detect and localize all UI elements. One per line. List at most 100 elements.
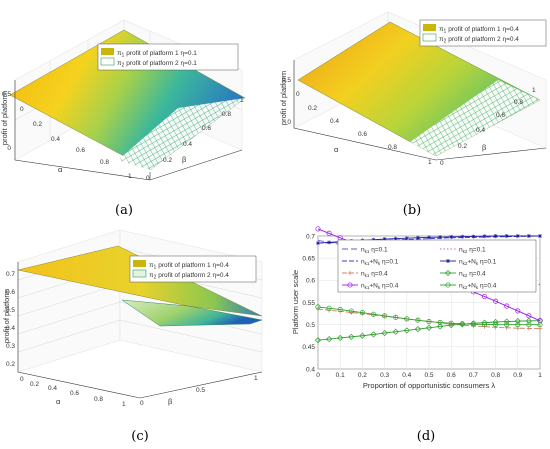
series-d-7 <box>315 304 543 328</box>
xtick-d-6: 0.6 <box>447 372 456 379</box>
atick-b-1: 0.2 <box>308 105 317 112</box>
btick-c-0: 0 <box>140 400 144 407</box>
series-point-d-5-9 <box>414 326 421 333</box>
series-point-d-7-0 <box>315 304 321 310</box>
series-point-d-4-16 <box>493 325 498 330</box>
btick-b-5: 1 <box>532 87 536 94</box>
ztick-c-4: 0.6 <box>6 289 15 296</box>
series-point-d-7-14 <box>470 321 476 327</box>
series-point-d-3-18 <box>515 234 520 238</box>
series-point-d-5-7 <box>392 328 399 335</box>
panel-d: 0 0.1 0.2 0.3 0.4 0.5 0.6 0.7 0.8 0.9 1 0.4 0.45 0.5… <box>291 226 544 444</box>
legend-label-d-2: nk1+Nk η=0.1 <box>361 258 399 266</box>
ylabel-b: β <box>482 143 487 152</box>
series-point-d-7-8 <box>404 316 410 322</box>
btick-c-1: 0.5 <box>196 387 205 394</box>
series-point-d-6-19 <box>526 313 532 319</box>
btick-b-1: 0.2 <box>458 143 467 150</box>
legend-marker-d-6 <box>347 282 353 288</box>
btick-c-2: 1 <box>254 375 258 382</box>
btick-b-0: 0 <box>440 160 444 167</box>
atick-b-5: 1 <box>428 159 432 166</box>
atick-b-3: 0.6 <box>358 131 367 138</box>
legend-item-d-1: nk2 η=0.1 <box>440 246 486 254</box>
series-point-d-6-0 <box>315 226 321 232</box>
ztick-b-1: 0.5 <box>282 77 291 84</box>
series-point-d-3-6 <box>382 237 387 242</box>
series-point-d-7-1 <box>326 305 332 311</box>
series-point-d-3-13 <box>460 234 465 239</box>
series-point-d-7-5 <box>370 311 377 317</box>
caption-b: (b) <box>403 203 421 218</box>
legend-sym-1-a: π <box>117 50 122 57</box>
atick-c-2: 0.4 <box>48 385 57 392</box>
atick-c-4: 0.8 <box>94 396 103 403</box>
legend-marker-d-7 <box>445 282 451 288</box>
series-point-d-3-12 <box>449 234 454 239</box>
series-point-d-3-19 <box>526 234 531 238</box>
legend-sub-1-b: 1 <box>444 29 447 35</box>
caption-d: (d) <box>417 429 435 444</box>
series-point-d-7-20 <box>537 322 543 328</box>
series-point-d-7-12 <box>448 320 454 326</box>
legend-text-2-a: profit of platform 2 η=0.1 <box>126 60 197 67</box>
legend-b: π1 profit of platform 1 η=0.4 π2 profit of… <box>419 19 547 47</box>
ztick-c-5: 0.7 <box>6 271 15 278</box>
series-point-d-6-17 <box>504 303 510 309</box>
series-line-d-5 <box>317 320 541 341</box>
xlabel-b: α <box>334 145 339 154</box>
surface-pi2-b <box>410 80 540 156</box>
btick-b-4: 0.8 <box>514 99 523 106</box>
series-point-d-6-15 <box>481 293 488 300</box>
series-point-d-7-11 <box>437 319 443 326</box>
series-point-d-5-15 <box>481 319 488 326</box>
series-point-d-6-16 <box>493 298 499 304</box>
series-point-d-3-20 <box>538 234 542 238</box>
btick-a-4: 0.8 <box>222 111 231 118</box>
ylabel-c: β <box>168 397 173 406</box>
legend-item-d-0: nk1 η=0.1 <box>342 246 388 254</box>
atick-a-3: 0.6 <box>76 147 85 154</box>
xtick-d-9: 0.9 <box>513 372 522 379</box>
atick-c-0: 0 <box>20 376 24 383</box>
surface-pi2-a <box>118 98 245 170</box>
ytick-d-4: 0.6 <box>306 278 315 285</box>
series-point-d-5-10 <box>425 324 433 331</box>
ytick-d-1: 0.45 <box>302 344 315 351</box>
atick-c-3: 0.6 <box>70 390 79 397</box>
ztick-a-0: 0 <box>7 145 11 152</box>
series-point-d-7-18 <box>515 322 521 328</box>
alpha-axis-a: 0 0.2 0.4 0.6 0.8 1 α <box>20 106 132 180</box>
ytick-d-5: 0.65 <box>302 255 315 262</box>
ytick-d-3: 0.55 <box>302 300 315 307</box>
ztick-a-1: 0.5 <box>2 91 11 98</box>
legend-sub-2-b: 2 <box>444 39 447 45</box>
legend-sub-1-c: 1 <box>154 265 157 271</box>
series-point-d-6-18 <box>515 308 521 314</box>
xlabel-a: α <box>58 165 63 174</box>
ylabel-d: Platform user scale <box>291 270 300 334</box>
series-point-d-7-6 <box>382 313 388 319</box>
legend-sym-1-c: π <box>149 262 154 269</box>
atick-a-0: 0 <box>20 106 24 113</box>
series-point-d-5-3 <box>348 333 355 340</box>
series-point-d-7-13 <box>459 321 465 327</box>
legend-label-d-0: nk1 η=0.1 <box>361 246 388 254</box>
legend-swatch-pi1-a <box>101 48 114 55</box>
xtick-d-5: 0.5 <box>424 372 433 379</box>
series-point-d-7-16 <box>493 322 499 328</box>
atick-a-2: 0.4 <box>51 136 60 143</box>
btick-a-1: 0.2 <box>163 157 172 164</box>
caption-c: (c) <box>131 429 148 444</box>
series-point-d-3-8 <box>404 236 409 241</box>
atick-a-5: 1 <box>128 173 132 180</box>
ztick-c-1: 0.3 <box>6 343 15 350</box>
series-point-d-5-4 <box>359 332 366 339</box>
panel-a: profit of platform 0 0.5 0 0.2 0.4 0.6 0… <box>0 19 246 218</box>
legend-entries-d: nk1 η=0.1 nk2 η=0.1 nk1+Nk η=0.1 nk2+Nk η=0… <box>342 246 497 290</box>
legend-swatch-pi2-c <box>132 269 147 278</box>
zlabel-b: profit of platform <box>279 71 288 125</box>
series-point-d-3-15 <box>482 234 487 239</box>
